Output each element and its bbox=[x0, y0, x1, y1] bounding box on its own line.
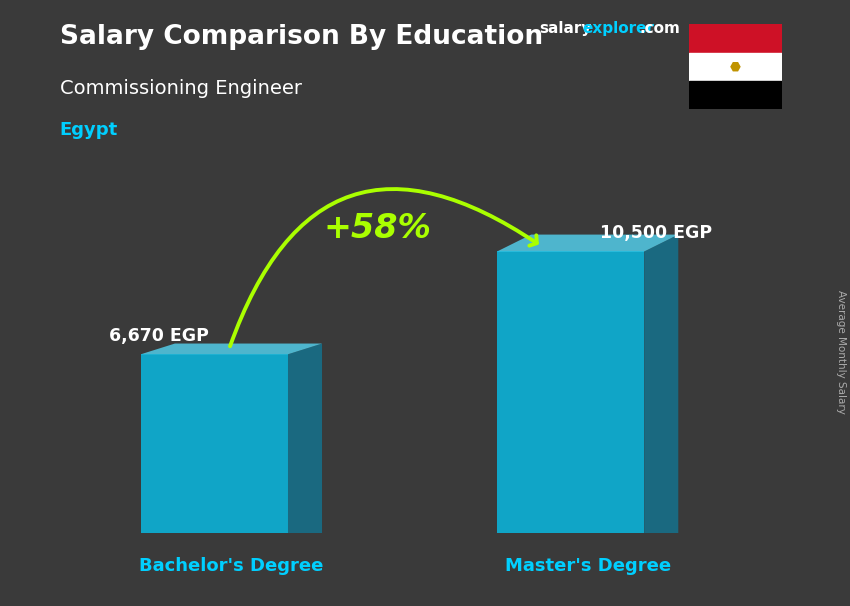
Bar bbox=[688, 24, 782, 53]
Polygon shape bbox=[497, 251, 644, 533]
Bar bbox=[688, 81, 782, 109]
Text: Egypt: Egypt bbox=[60, 121, 118, 139]
Polygon shape bbox=[644, 235, 678, 533]
Text: Average Monthly Salary: Average Monthly Salary bbox=[836, 290, 846, 413]
Text: ⬣: ⬣ bbox=[730, 60, 740, 73]
Polygon shape bbox=[497, 235, 678, 251]
Bar bbox=[688, 53, 782, 81]
Text: 10,500 EGP: 10,500 EGP bbox=[600, 224, 712, 242]
Text: explorer: explorer bbox=[582, 21, 654, 36]
Text: Master's Degree: Master's Degree bbox=[505, 558, 671, 576]
Text: 6,670 EGP: 6,670 EGP bbox=[109, 327, 208, 345]
Polygon shape bbox=[141, 355, 288, 533]
Text: +58%: +58% bbox=[323, 213, 432, 245]
Text: Salary Comparison By Education: Salary Comparison By Education bbox=[60, 24, 542, 50]
Polygon shape bbox=[141, 344, 322, 355]
Text: salary: salary bbox=[540, 21, 592, 36]
Text: Commissioning Engineer: Commissioning Engineer bbox=[60, 79, 302, 98]
Text: .com: .com bbox=[639, 21, 680, 36]
Text: Bachelor's Degree: Bachelor's Degree bbox=[139, 558, 324, 576]
Polygon shape bbox=[288, 344, 322, 533]
